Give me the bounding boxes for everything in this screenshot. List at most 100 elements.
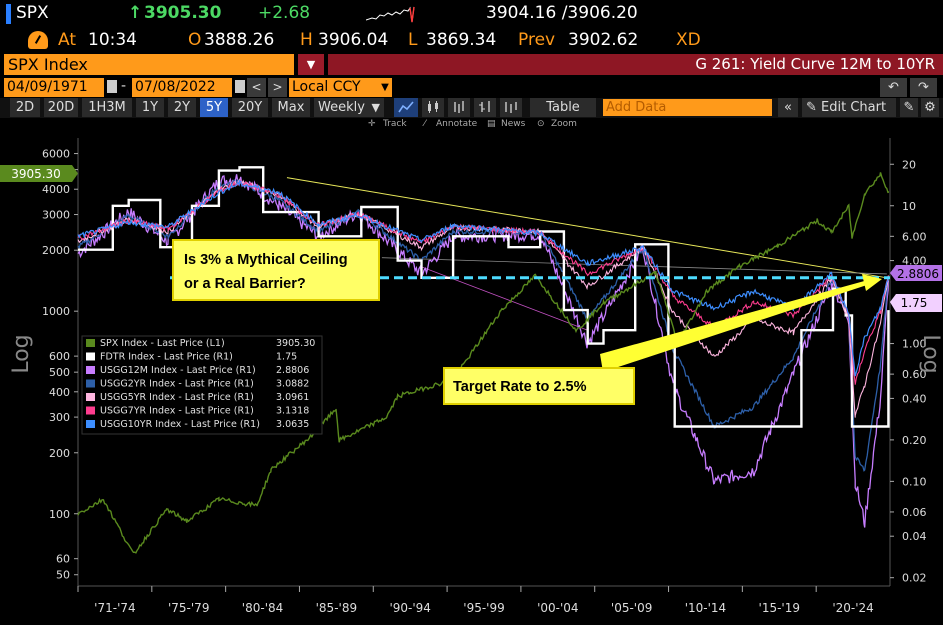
x-tick-label: '10-'14 xyxy=(685,601,726,615)
annotate-button[interactable]: Annotate xyxy=(436,119,478,129)
fdtr-index-line xyxy=(78,166,890,428)
right-tick-label: 0.10 xyxy=(902,475,927,488)
legend-value: 3.0882 xyxy=(276,379,309,390)
time-label: At xyxy=(58,30,76,50)
period-5y[interactable]: 5Y xyxy=(200,98,228,117)
spx-index-line xyxy=(77,172,890,554)
calendar-icon[interactable] xyxy=(235,80,245,93)
x-tick-label: '75-'79 xyxy=(168,601,209,615)
next-period-button[interactable]: > xyxy=(268,78,287,97)
add-data-input[interactable]: Add Data xyxy=(603,99,772,116)
frequency-select[interactable]: Weekly ▼ xyxy=(314,98,384,117)
right-tick-label: 0.40 xyxy=(902,392,927,405)
left-tick-label: 2000 xyxy=(42,244,70,257)
usgg10yr-index-line xyxy=(77,180,889,377)
high-value: 3906.04 xyxy=(318,30,389,50)
yield-curve-chart[interactable]: 5060100200300400500600100020003000400050… xyxy=(0,134,943,625)
period-1h3m[interactable]: 1H3M xyxy=(82,98,132,117)
left-tick-label: 4000 xyxy=(42,183,70,196)
annotate-icon[interactable]: ⁄ xyxy=(424,119,426,129)
legend-swatch xyxy=(86,379,95,388)
chevron-down-icon[interactable]: ▼ xyxy=(378,78,392,97)
security-flag xyxy=(6,4,11,24)
x-tick-label: '90-'94 xyxy=(389,601,430,615)
right-axis-ticks: 0.020.040.060.100.200.400.601.002.004.00… xyxy=(890,158,927,585)
legend-value: 1.75 xyxy=(276,352,297,363)
edit-icon[interactable]: ✎ xyxy=(900,98,918,117)
undo-button[interactable]: ↶ xyxy=(880,78,907,97)
x-tick-label: '80-'84 xyxy=(242,601,283,615)
right-tick-label: 0.60 xyxy=(902,368,927,381)
x-tick-label: '95-'99 xyxy=(463,601,504,615)
yellow-trendline xyxy=(286,177,887,279)
frequency-label: Weekly xyxy=(318,100,365,115)
svg-text:1.75: 1.75 xyxy=(901,296,928,310)
left-tick-label: 1000 xyxy=(42,305,70,318)
redo-button[interactable]: ↷ xyxy=(910,78,937,97)
line-chart-icon[interactable] xyxy=(394,98,418,117)
annotation-target-rate-text: Target Rate to 2.5% xyxy=(453,379,587,395)
usgg2yr-index-line xyxy=(77,178,890,472)
svg-text:3905.30: 3905.30 xyxy=(11,167,61,181)
security-bar: SPX Index ▼ G 261: Yield Curve 12M to 10… xyxy=(0,54,943,76)
period-max[interactable]: Max xyxy=(272,98,310,117)
security-input[interactable]: SPX Index xyxy=(4,54,294,75)
gauge-icon[interactable] xyxy=(28,31,48,49)
collapse-icon[interactable]: « xyxy=(778,98,798,117)
gear-icon[interactable]: ⚙ xyxy=(921,98,939,117)
legend-swatch xyxy=(86,393,95,401)
chart-toolbar: 2D 20D 1H3M 1Y 2Y 5Y 20Y Max Weekly ▼ Ta… xyxy=(0,98,943,118)
chart-legend[interactable]: SPX Index - Last Price (L1) 3905.30 FDTR I… xyxy=(81,335,323,435)
legend-swatch xyxy=(86,366,95,374)
left-tick-label: 500 xyxy=(49,366,70,379)
currency-select[interactable]: Local CCY xyxy=(289,78,379,97)
legend-swatch xyxy=(86,406,95,415)
fdtr-last-value-tag: 1.75 xyxy=(890,294,942,312)
left-tick-label: 600 xyxy=(49,350,70,363)
left-tick-label: 60 xyxy=(56,553,70,566)
zoom-button[interactable]: Zoom xyxy=(551,119,577,129)
annotation-ceiling-line2: or a Real Barrier? xyxy=(184,276,306,292)
legend-label: FDTR Index - Last Price (R1) xyxy=(100,352,233,363)
x-tick-label: '20-'24 xyxy=(832,601,873,615)
news-button[interactable]: News xyxy=(501,119,526,129)
ohlc-chart-icon[interactable] xyxy=(474,98,496,117)
function-title: G 261: Yield Curve 12M to 10YR xyxy=(328,54,943,75)
annotation-arrow xyxy=(600,280,870,372)
security-dropdown-icon[interactable]: ▼ xyxy=(298,54,324,75)
mountain-chart-icon[interactable] xyxy=(500,98,522,117)
legend-label: USGG5YR Index - Last Price (R1) xyxy=(100,392,254,403)
period-2y[interactable]: 2Y xyxy=(168,98,196,117)
news-icon[interactable]: ▤ xyxy=(487,119,496,129)
table-button[interactable]: Table xyxy=(530,98,596,117)
ticker[interactable]: SPX xyxy=(16,3,49,23)
track-icon[interactable]: ✛ xyxy=(368,119,376,129)
period-2d[interactable]: 2D xyxy=(10,98,40,117)
bar-chart-icon[interactable] xyxy=(448,98,470,117)
price-change: +2.68 xyxy=(258,3,311,23)
zoom-icon[interactable]: ⊙ xyxy=(537,119,545,129)
quote-header: SPX ↑ 3905.30 +2.68 3904.16 /3906.20 xyxy=(0,0,943,28)
x-tick-label: '00-'04 xyxy=(537,601,578,615)
edit-chart-button[interactable]: ✎ Edit Chart xyxy=(802,98,896,117)
usgg12m-last-value-tag: 2.8806 xyxy=(890,265,942,281)
candle-chart-icon[interactable] xyxy=(422,98,444,117)
right-tick-label: 0.04 xyxy=(902,530,927,543)
prev-period-button[interactable]: < xyxy=(247,78,266,97)
calendar-icon[interactable] xyxy=(107,80,117,93)
pencil-icon: ✎ xyxy=(806,100,817,115)
track-button[interactable]: Track xyxy=(383,119,407,129)
period-1y[interactable]: 1Y xyxy=(136,98,164,117)
annotation-target-rate[interactable]: Target Rate to 2.5% xyxy=(443,274,882,405)
period-20y[interactable]: 20Y xyxy=(232,98,268,117)
exchange-code: XD xyxy=(676,30,701,50)
chevron-down-icon: ▼ xyxy=(371,101,380,114)
period-20d[interactable]: 20D xyxy=(44,98,78,117)
end-date-input[interactable]: 07/08/2022 xyxy=(132,78,232,97)
date-separator: - xyxy=(121,78,127,94)
chart-subtoolbar: ✛ Track ⁄ Annotate ▤ News ⊙ Zoom xyxy=(0,118,943,134)
start-date-input[interactable]: 04/09/1971 xyxy=(4,78,104,97)
legend-value: 2.8806 xyxy=(276,365,309,376)
annotation-ceiling[interactable]: Is 3% a Mythical Ceiling or a Real Barri… xyxy=(172,239,380,301)
open-value: 3888.26 xyxy=(204,30,275,50)
